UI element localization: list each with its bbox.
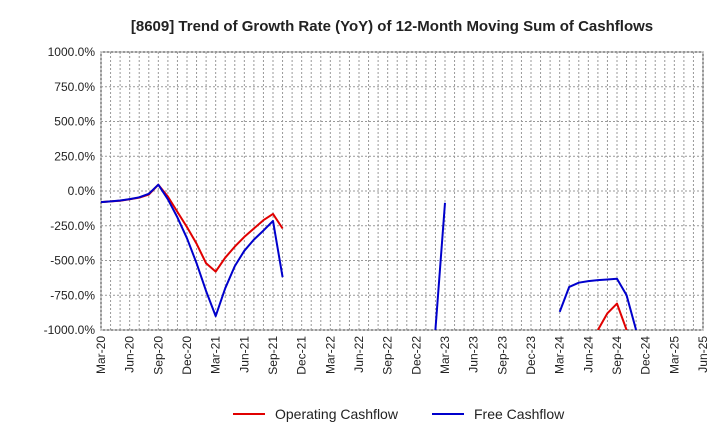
x-tick-label: Dec-23 [524, 336, 538, 375]
x-tick-label: Jun-25 [696, 336, 710, 373]
x-tick-label: Sep-20 [151, 336, 165, 375]
x-tick-label: Jun-24 [581, 336, 595, 373]
y-axis: 1000.0% 750.0% 500.0% 250.0% 0.0% -250.0% -500… [44, 45, 96, 337]
y-tick-label: -750.0% [50, 288, 95, 302]
x-tick-label: Jun-22 [352, 336, 366, 373]
x-tick-label: Jun-23 [467, 336, 481, 373]
series-line-free-cashflow [558, 277, 638, 330]
x-tick-label: Sep-24 [610, 336, 624, 375]
x-tick-label: Dec-24 [639, 336, 653, 375]
y-tick-label: 500.0% [54, 115, 95, 129]
x-tick-label: Mar-21 [209, 336, 223, 374]
grid-lines [100, 51, 704, 331]
x-tick-label: Mar-24 [553, 336, 567, 374]
x-tick-label: Dec-22 [409, 336, 423, 375]
x-tick-label: Sep-21 [266, 336, 280, 375]
y-tick-label: 250.0% [54, 149, 95, 163]
legend-label: Operating Cashflow [275, 406, 399, 422]
x-tick-label: Mar-25 [667, 336, 681, 374]
chart-title: [8609] Trend of Growth Rate (YoY) of 12-… [131, 18, 653, 35]
x-tick-label: Jun-21 [237, 336, 251, 373]
x-tick-label: Jun-20 [123, 336, 137, 373]
x-tick-label: Mar-23 [438, 336, 452, 374]
y-tick-label: -250.0% [50, 219, 95, 233]
x-tick-label: Mar-20 [94, 336, 108, 374]
series-line-operating-cashflow [597, 302, 628, 330]
series-line-free-cashflow [101, 183, 284, 318]
y-tick-label: 1000.0% [48, 45, 96, 59]
x-tick-label: Sep-22 [381, 336, 395, 375]
x-tick-label: Dec-21 [295, 336, 309, 375]
x-tick-label: Sep-23 [495, 336, 509, 375]
series-lines [101, 183, 638, 330]
legend: Operating Cashflow Free Cashflow [233, 406, 565, 422]
x-axis: Mar-20 Jun-20 Sep-20 Dec-20 Mar-21 Jun-21 Sep-… [94, 336, 710, 375]
series-line-free-cashflow [434, 202, 446, 330]
y-tick-label: 750.0% [54, 80, 95, 94]
y-tick-label: -500.0% [50, 254, 95, 268]
y-tick-label: 0.0% [68, 184, 96, 198]
legend-label: Free Cashflow [474, 406, 565, 422]
x-tick-label: Dec-20 [180, 336, 194, 375]
x-tick-label: Mar-22 [323, 336, 337, 374]
y-tick-label: -1000.0% [44, 323, 96, 337]
